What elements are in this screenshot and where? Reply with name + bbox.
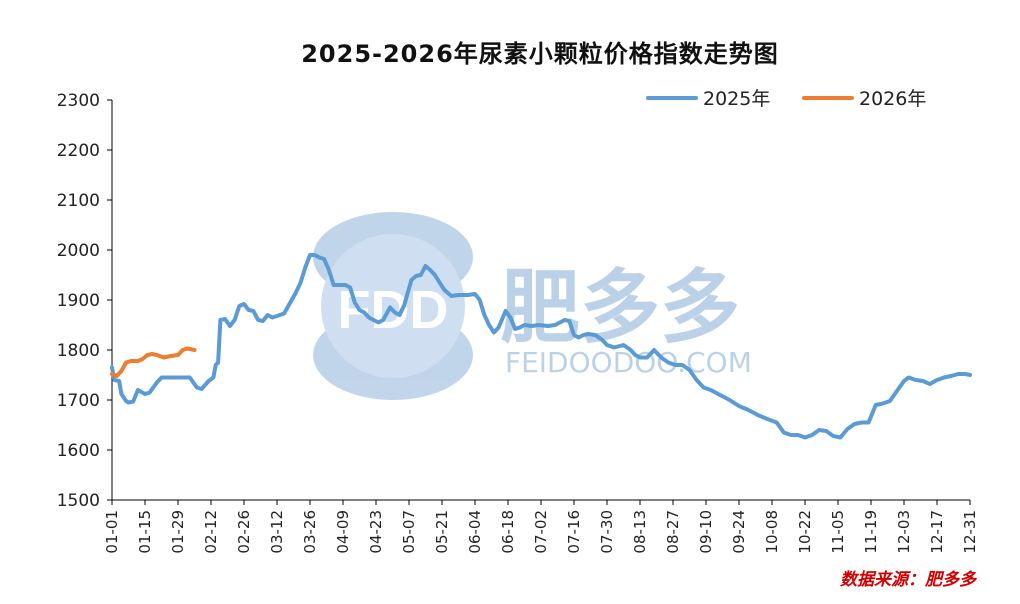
watermark-brand: 肥多多 — [500, 261, 740, 354]
x-tick-label: 10-22 — [796, 510, 814, 554]
y-tick-label: 2200 — [57, 141, 100, 161]
x-tick-label: 06-04 — [466, 510, 484, 554]
series-line-2026 — [110, 346, 197, 378]
x-tick-label: 11-19 — [862, 510, 880, 554]
x-tick-label: 05-21 — [433, 510, 451, 554]
x-tick-label: 12-17 — [928, 510, 946, 554]
x-tick-label: 12-31 — [961, 510, 979, 554]
watermark-logo: FDD — [313, 212, 473, 400]
x-tick-label: 09-24 — [730, 510, 748, 554]
x-tick-label: 04-09 — [334, 510, 352, 554]
y-tick-label: 2300 — [57, 91, 100, 111]
x-tick-label: 02-26 — [235, 510, 253, 554]
x-tick-label: 08-27 — [664, 510, 682, 554]
y-tick-label: 1900 — [57, 291, 100, 311]
axes: 1500 1600 1700 1800 1900 2000 2100 2200 2300 01-0… — [57, 91, 979, 554]
legend-label-2025: 2025年 — [703, 88, 770, 110]
legend-label-2026: 2026年 — [859, 88, 926, 110]
x-tick-label: 01-29 — [169, 510, 187, 554]
x-tick-label: 07-16 — [565, 510, 583, 554]
x-tick-label: 03-26 — [301, 510, 319, 554]
x-tick-label: 03-12 — [268, 510, 286, 554]
y-tick-label: 1600 — [57, 441, 100, 461]
x-tick-label: 01-15 — [136, 510, 154, 554]
x-tick-label: 08-13 — [631, 510, 649, 554]
legend: 2025年 2026年 — [646, 88, 926, 110]
series-line-2025 — [110, 253, 972, 440]
y-tick-label: 2100 — [57, 191, 100, 211]
y-tick-label: 1500 — [57, 491, 100, 511]
y-tick-label: 1800 — [57, 341, 100, 361]
series-group — [110, 253, 972, 440]
x-tick-label: 06-18 — [499, 510, 517, 554]
x-tick-label: 04-23 — [367, 510, 385, 554]
source-label: 数据来源：肥多多 — [840, 570, 976, 590]
x-tick-label: 09-10 — [697, 510, 715, 554]
chart-title: 2025-2026年尿素小颗粒价格指数走势图 — [301, 40, 779, 68]
x-tick-label: 02-12 — [202, 510, 220, 554]
y-tick-label: 2000 — [57, 241, 100, 261]
x-tick-label: 10-08 — [763, 510, 781, 554]
x-tick-label: 11-05 — [829, 510, 847, 554]
x-tick-label: 01-01 — [103, 510, 121, 554]
watermark-domain: FEIDOODOO.COM — [505, 346, 752, 379]
y-tick-label: 1700 — [57, 391, 100, 411]
x-tick-label: 07-02 — [532, 510, 550, 554]
x-tick-label: 12-03 — [895, 510, 913, 554]
x-tick-label: 05-07 — [400, 510, 418, 554]
x-tick-label: 07-30 — [598, 510, 616, 554]
